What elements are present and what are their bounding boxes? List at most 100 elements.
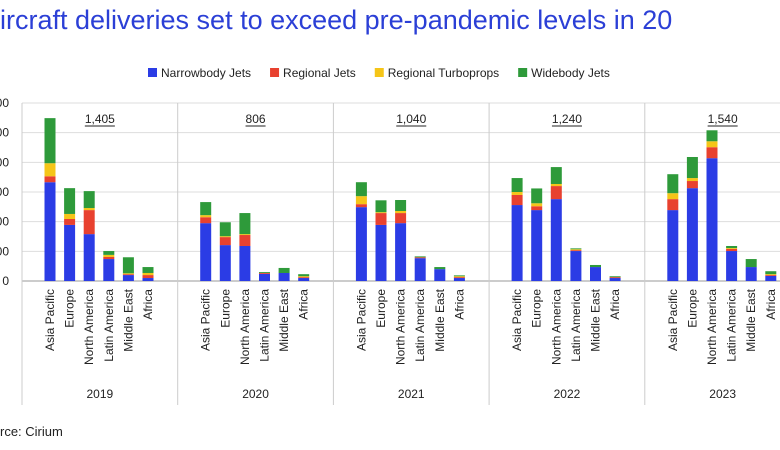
bar-segment: [83, 208, 95, 211]
bar-segment: [511, 192, 523, 195]
group-total: 1,405: [85, 112, 115, 126]
x-tick-label: Europe: [685, 289, 699, 328]
bar-segment: [570, 250, 582, 252]
bar-segment: [609, 278, 621, 281]
group-label: 2020: [242, 387, 269, 401]
bar-segment: [142, 275, 154, 279]
bar-segment: [298, 276, 310, 278]
bar-segment: [550, 186, 562, 200]
y-tick-label: 00: [0, 244, 9, 258]
bar-segment: [765, 275, 777, 276]
x-tick-label: North America: [394, 289, 408, 365]
bar-segment: [278, 267, 290, 273]
group-label: 2023: [709, 387, 736, 401]
bar-segment: [83, 191, 95, 209]
bar-segment: [745, 259, 757, 268]
x-tick-label: Africa: [297, 289, 311, 320]
legend-swatch: [148, 68, 157, 77]
bar-segment: [239, 235, 251, 246]
bar-segment: [64, 213, 76, 219]
legend-swatch: [374, 68, 384, 77]
x-tick-label: North America: [82, 289, 96, 365]
bar-segment: [511, 194, 523, 206]
x-tick-label: Asia Pacific: [354, 289, 368, 351]
x-tick-label: Africa: [141, 289, 155, 320]
bar-segment: [103, 259, 115, 281]
bar-segment: [667, 199, 679, 211]
bar-segment: [434, 269, 446, 281]
bar-segment: [531, 203, 543, 207]
bar-segment: [550, 199, 562, 281]
bar-segment: [453, 277, 465, 279]
bar-segment: [667, 210, 679, 281]
bar-segment: [278, 272, 290, 281]
bar-segment: [239, 245, 251, 281]
x-tick-label: Latin America: [102, 289, 116, 362]
bar-segment: [64, 188, 76, 214]
x-tick-label: North America: [549, 289, 563, 365]
x-tick-label: Latin America: [569, 289, 583, 362]
bar-segment: [375, 224, 387, 281]
bar-segment: [511, 205, 523, 281]
bar-segment: [726, 245, 738, 249]
legend-label: Widebody Jets: [531, 66, 610, 80]
bar-segment: [686, 188, 698, 281]
bar-segment: [200, 217, 212, 224]
bar-segment: [259, 272, 270, 274]
x-tick-label: North America: [705, 289, 719, 365]
bar-segment: [453, 278, 465, 281]
x-tick-label: Middle East: [589, 288, 603, 351]
bar-segment: [219, 237, 231, 246]
y-tick-label: 00: [0, 215, 9, 229]
bar-segment: [453, 276, 465, 278]
bar-segment: [511, 178, 523, 192]
bar-segment: [531, 188, 543, 204]
group-total: 806: [246, 112, 266, 126]
bar-segment: [259, 272, 270, 273]
x-tick-label: North America: [238, 289, 252, 365]
x-tick-label: Middle East: [277, 288, 291, 351]
bar-segment: [200, 202, 212, 216]
bar-segment: [355, 207, 367, 281]
bar-segment: [609, 276, 621, 278]
x-tick-label: Asia Pacific: [43, 289, 57, 351]
bar-segment: [726, 248, 738, 252]
bar-segment: [44, 163, 56, 177]
bar-segment: [726, 248, 738, 249]
bar-segment: [298, 278, 310, 281]
bar-segment: [745, 267, 757, 281]
y-tick-label: 0: [2, 274, 9, 288]
bar-segment: [765, 274, 777, 276]
bar-segment: [667, 193, 679, 200]
bar-segment: [219, 236, 231, 238]
bar-segment: [122, 273, 134, 275]
x-tick-label: Middle East: [744, 288, 758, 351]
x-tick-label: Middle East: [433, 288, 447, 351]
bar-segment: [706, 147, 718, 159]
bar-segment: [239, 234, 251, 236]
chart-title: ircraft deliveries set to exceed pre-pan…: [0, 5, 672, 35]
group-label: 2022: [554, 387, 581, 401]
x-tick-label: Europe: [218, 289, 232, 328]
bar-segment: [375, 213, 387, 225]
bar-segment: [686, 181, 698, 189]
x-tick-label: Africa: [452, 289, 466, 320]
x-tick-label: Latin America: [725, 289, 739, 362]
bar-segment: [142, 267, 154, 273]
bar-segment: [395, 223, 407, 281]
bar-segment: [375, 212, 387, 214]
bar-segment: [706, 158, 718, 281]
x-tick-label: Latin America: [413, 289, 427, 362]
bar-segment: [200, 223, 212, 281]
x-tick-label: Africa: [764, 289, 778, 320]
group-total: 1,040: [396, 112, 426, 126]
bar-segment: [609, 277, 621, 279]
legend-swatch: [270, 68, 280, 77]
x-tick-label: Asia Pacific: [666, 289, 680, 351]
bar-segment: [570, 248, 582, 250]
bar-segment: [395, 213, 407, 224]
bar-segment: [83, 210, 95, 235]
y-tick-label: 00: [0, 126, 9, 140]
bar-segment: [434, 267, 446, 270]
